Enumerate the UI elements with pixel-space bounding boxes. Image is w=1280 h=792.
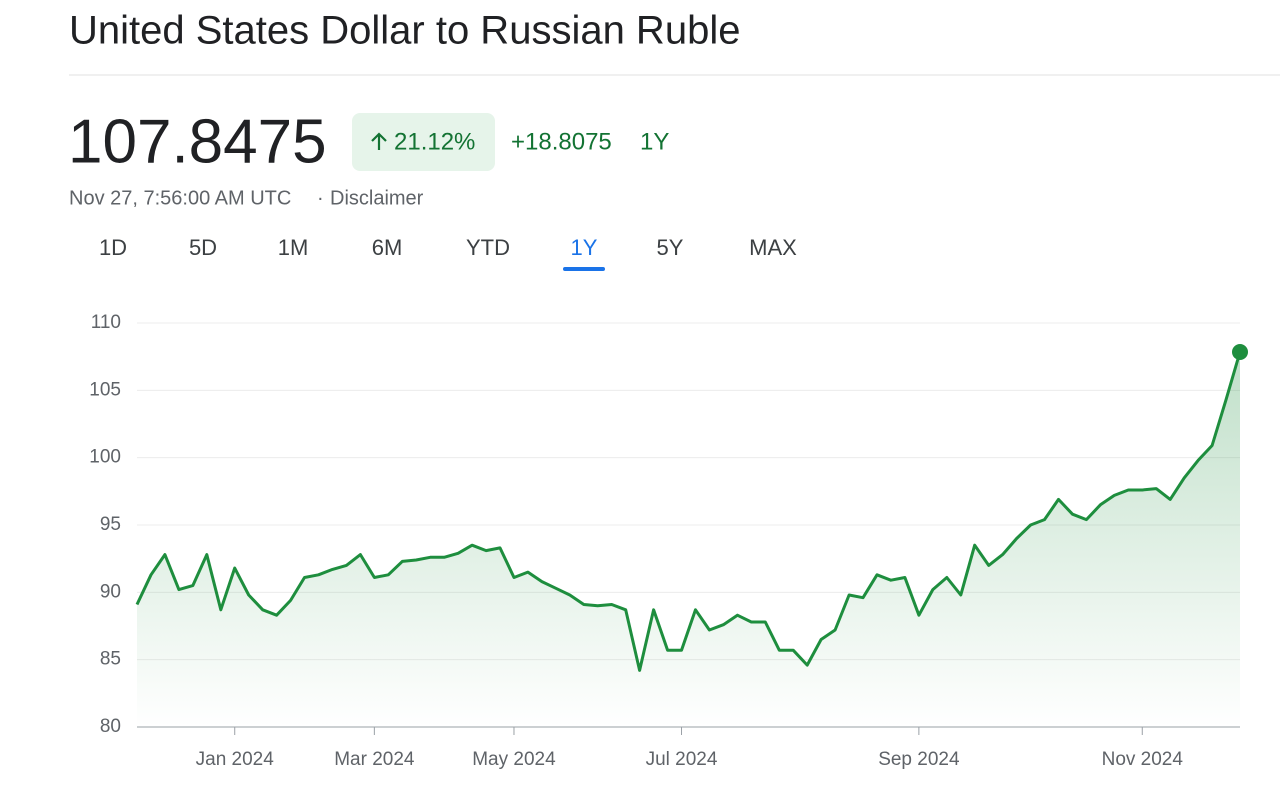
y-tick-label: 105 [89, 379, 121, 400]
x-tick-label: Nov 2024 [1102, 749, 1184, 770]
active-tab-indicator [563, 267, 605, 271]
range-tab[interactable]: MAX [749, 235, 797, 260]
range-tab[interactable]: 6M [372, 235, 403, 260]
x-tick-label: Jul 2024 [646, 749, 718, 770]
y-tick-label: 90 [100, 581, 121, 602]
price: 107.8475 [68, 107, 327, 176]
y-tick-label: 100 [89, 447, 121, 468]
range-tab[interactable]: YTD [466, 235, 510, 260]
up-arrow [371, 132, 387, 150]
range-tab[interactable]: 5D [189, 235, 217, 260]
range-tab[interactable]: 1M [278, 235, 309, 260]
x-tick-label: Mar 2024 [334, 749, 415, 770]
end-point [1232, 343, 1248, 360]
timestamp: Nov 27, 7:56:00 AM UTC [69, 187, 291, 209]
y-tick-label: 110 [91, 312, 121, 333]
x-tick-label: May 2024 [472, 749, 556, 770]
separator: · [317, 187, 324, 209]
range-tabs: 1D 5D 1M 6M YTD 1Y 5Y MAX [99, 235, 797, 271]
y-tick-label: 85 [100, 649, 121, 670]
disclaimer-link[interactable]: Disclaimer [330, 187, 424, 209]
range-tab[interactable]: 1Y [571, 235, 598, 260]
x-tick-label: Jan 2024 [196, 749, 275, 770]
change-badge [352, 113, 495, 171]
page-title: United States Dollar to Russian Ruble [69, 9, 740, 53]
range-tab[interactable]: 1D [99, 235, 127, 260]
change-period: 1Y [640, 128, 669, 155]
y-tick-label: 80 [100, 716, 121, 737]
change-percent: 21.12% [394, 128, 475, 155]
area [137, 352, 1240, 727]
line [135, 351, 1242, 672]
y-tick-label: 95 [100, 514, 121, 535]
x-tick-label: Sep 2024 [878, 749, 960, 770]
chart: 80 85 90 95 100 105 110 Jan 2024 Mar 2024 May 202… [89, 312, 1248, 770]
change-value: +18.8075 [511, 128, 612, 155]
range-tab[interactable]: 5Y [657, 235, 684, 260]
